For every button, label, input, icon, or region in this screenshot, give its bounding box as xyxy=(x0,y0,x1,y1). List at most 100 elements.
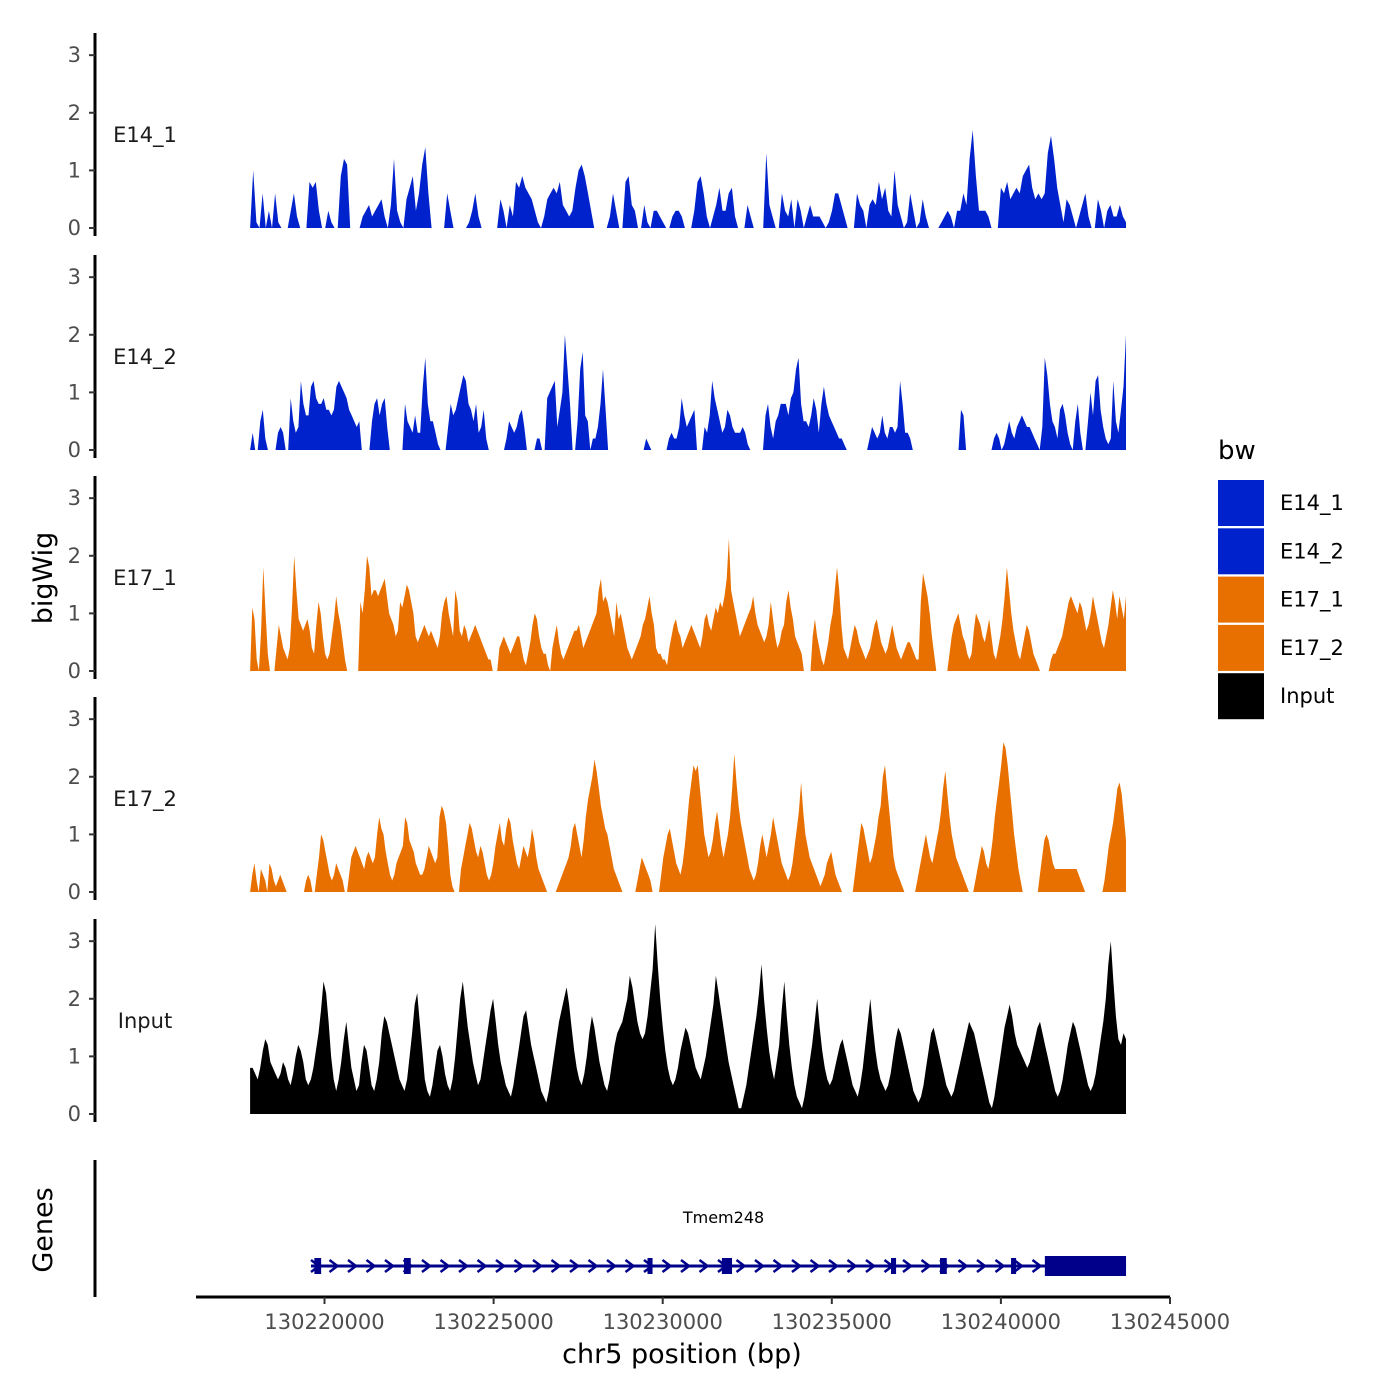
strand-arrow xyxy=(328,1259,340,1273)
track-label: Input xyxy=(118,1009,172,1033)
x-tick-label: 130240000 xyxy=(941,1310,1061,1334)
legend-label: E17_2 xyxy=(1280,636,1344,661)
y-tick-label: 3 xyxy=(68,43,81,67)
strand-arrow xyxy=(569,1259,581,1273)
strand-arrow xyxy=(976,1259,988,1273)
y-tick-label: 1 xyxy=(68,1044,81,1068)
x-tick-label: 130245000 xyxy=(1110,1310,1230,1334)
strand-arrow xyxy=(680,1259,692,1273)
strand-arrow xyxy=(384,1259,396,1273)
strand-arrow xyxy=(957,1259,969,1273)
exon xyxy=(890,1258,897,1274)
strand-arrow xyxy=(550,1259,562,1273)
legend-swatch xyxy=(1218,480,1264,526)
legend-label: E14_2 xyxy=(1280,539,1344,564)
coverage-area-E14_1 xyxy=(250,130,1127,228)
strand-arrow xyxy=(1013,1259,1025,1273)
legend: bw E14_1 E14_2 E17_1 E17_2 Input xyxy=(1218,436,1344,720)
legend-swatch xyxy=(1218,528,1264,575)
x-tick-label: 130225000 xyxy=(433,1310,553,1334)
track-E17_2: 0 1 2 3 E17_2 xyxy=(68,697,1127,904)
strand-arrow xyxy=(347,1259,359,1273)
track-Input: 0 1 2 3 Input xyxy=(68,919,1127,1126)
y-tick-label: 3 xyxy=(68,486,81,510)
strand-arrow xyxy=(421,1259,433,1273)
strand-arrow xyxy=(865,1259,877,1273)
legend-label: E14_1 xyxy=(1280,491,1344,516)
legend-item-E17_2: E17_2 xyxy=(1218,624,1344,671)
track-E17_1: 0 1 2 3 E17_1 xyxy=(68,476,1127,683)
coverage-area-E17_2 xyxy=(250,742,1127,892)
strand-arrow xyxy=(476,1259,488,1273)
y-tick-label: 1 xyxy=(68,158,81,182)
strand-arrow xyxy=(439,1259,451,1273)
strand-arrow xyxy=(661,1259,673,1273)
track-E14_2: 0 1 2 3 E14_2 xyxy=(68,255,1127,462)
exon xyxy=(1044,1256,1127,1276)
strand-arrow xyxy=(846,1259,858,1273)
coverage-area-E14_2 xyxy=(250,334,1127,450)
gene-track: Tmem248 xyxy=(93,1160,1127,1297)
coverage-tracks: 0 1 2 3 E14_1 0 1 2 3 E14_2 0 1 2 3 E17_1 0 1 2 3 E17_2 0 1 2 3… xyxy=(68,33,1127,1126)
x-axis-title: chr5 position (bp) xyxy=(562,1339,802,1370)
coverage-area-E17_1 xyxy=(250,538,1127,671)
legend-item-E14_2: E14_2 xyxy=(1218,528,1344,575)
y-tick-label: 1 xyxy=(68,822,81,846)
y-tick-label: 0 xyxy=(68,1102,81,1126)
track-label: E17_1 xyxy=(113,566,177,591)
y-tick-label: 2 xyxy=(68,544,81,568)
strand-arrow xyxy=(920,1259,932,1273)
track-label: E17_2 xyxy=(113,787,177,812)
y-tick-label: 0 xyxy=(68,659,81,683)
gene-Tmem248: Tmem248 xyxy=(310,1208,1127,1276)
strand-arrow xyxy=(828,1259,840,1273)
gene-name-label: Tmem248 xyxy=(682,1208,764,1227)
y-tick-label: 2 xyxy=(68,323,81,347)
coverage-area-Input xyxy=(250,923,1127,1114)
track-label: E14_2 xyxy=(113,345,177,370)
strand-arrow xyxy=(365,1259,377,1273)
strand-arrow xyxy=(754,1259,766,1273)
strand-arrow xyxy=(606,1259,618,1273)
strand-arrow xyxy=(902,1259,914,1273)
y-axis-title: bigWig xyxy=(28,532,59,625)
y-tick-label: 1 xyxy=(68,601,81,625)
y-tick-label: 0 xyxy=(68,438,81,462)
strand-arrow xyxy=(698,1259,710,1273)
strand-arrow xyxy=(532,1259,544,1273)
x-axis: 130220000 130225000 130230000 130235000 1302… xyxy=(196,1295,1230,1334)
strand-arrow xyxy=(791,1259,803,1273)
legend-swatch xyxy=(1218,624,1264,671)
strand-arrow xyxy=(624,1259,636,1273)
y-tick-label: 2 xyxy=(68,765,81,789)
legend-item-E14_1: E14_1 xyxy=(1218,480,1344,526)
strand-arrow xyxy=(735,1259,747,1273)
track-label: E14_1 xyxy=(113,123,177,148)
legend-swatch xyxy=(1218,673,1264,720)
exon xyxy=(403,1258,411,1274)
track-E14_1: 0 1 2 3 E14_1 xyxy=(68,33,1127,240)
strand-arrow xyxy=(809,1259,821,1273)
y-tick-label: 0 xyxy=(68,880,81,904)
x-tick-label: 130230000 xyxy=(603,1310,723,1334)
x-tick-label: 130235000 xyxy=(772,1310,892,1334)
y-tick-label: 1 xyxy=(68,380,81,404)
y-tick-label: 3 xyxy=(68,929,81,953)
strand-arrow xyxy=(495,1259,507,1273)
strand-arrow xyxy=(458,1259,470,1273)
y-tick-label: 0 xyxy=(68,216,81,240)
exon xyxy=(940,1258,947,1274)
legend-title: bw xyxy=(1218,436,1256,466)
legend-label: E17_1 xyxy=(1280,588,1344,613)
y-tick-label: 2 xyxy=(68,987,81,1011)
exon xyxy=(314,1258,322,1274)
strand-arrow xyxy=(587,1259,599,1273)
strand-arrow xyxy=(994,1259,1006,1273)
exon xyxy=(647,1258,653,1274)
legend-swatch xyxy=(1218,576,1264,623)
legend-label: Input xyxy=(1280,684,1334,708)
strand-arrow xyxy=(772,1259,784,1273)
legend-item-Input: Input xyxy=(1218,673,1334,720)
strand-arrow xyxy=(1031,1259,1043,1273)
